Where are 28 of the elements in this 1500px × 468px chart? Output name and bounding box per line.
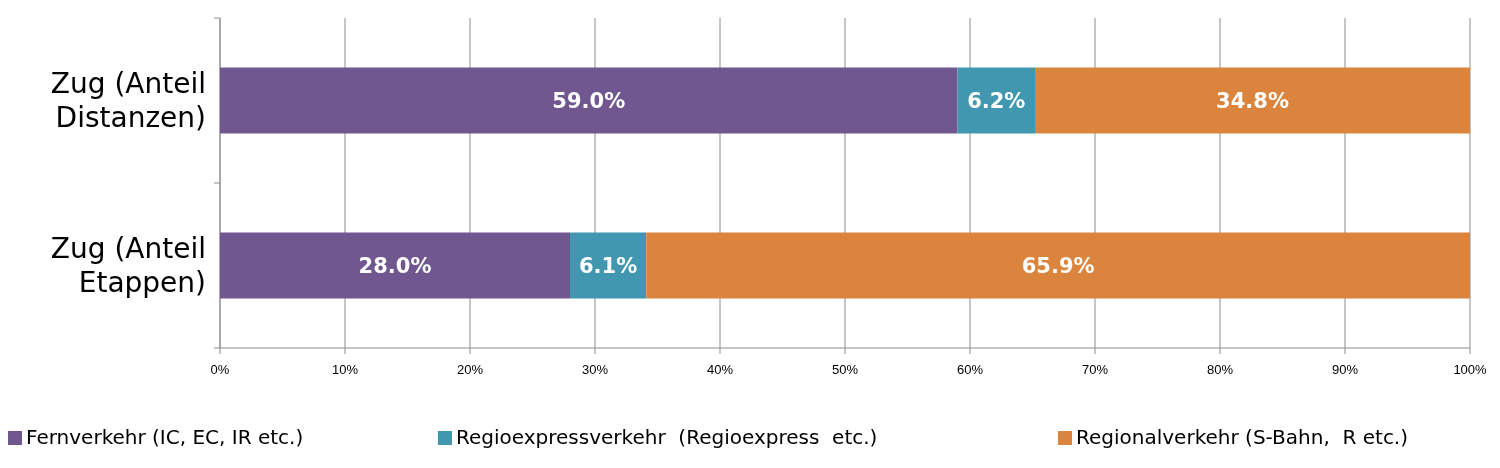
x-tick-label: 80%: [1206, 362, 1234, 377]
bar: [220, 232, 570, 299]
x-tick-label: 90%: [1331, 362, 1359, 377]
data-label: 59.0%: [552, 88, 626, 113]
bar: [1035, 67, 1470, 134]
x-tick-label: 50%: [831, 362, 859, 377]
x-tick-label: 10%: [331, 362, 359, 377]
data-label: 65.9%: [1021, 253, 1095, 278]
data-label: 34.8%: [1216, 88, 1289, 113]
data-label: 6.2%: [967, 88, 1026, 113]
bar: [957, 67, 1035, 134]
legend-label: Regionalverkehr (S-Bahn, R etc.): [1076, 425, 1409, 449]
x-tick-label: 0%: [210, 362, 230, 377]
y-tick-label: Zug (Anteil Distanzen): [50, 67, 206, 135]
y-tick-label: Zug (Anteil Etappen): [50, 232, 206, 300]
x-tick-label: 40%: [706, 362, 734, 377]
x-tick-label: 20%: [456, 362, 484, 377]
x-tick-label: 70%: [1081, 362, 1109, 377]
bar: [646, 232, 1470, 299]
legend-label: Fernverkehr (IC, EC, IR etc.): [26, 425, 304, 449]
x-tick-label: 30%: [581, 362, 609, 377]
bar: [570, 232, 647, 299]
legend-label: Regioexpressverkehr (Regioexpress etc.): [456, 425, 878, 449]
data-label: 28.0%: [358, 253, 432, 278]
x-tick-label: 100%: [1453, 362, 1488, 377]
data-label: 6.1%: [579, 253, 638, 278]
bar: [220, 67, 958, 134]
x-tick-label: 60%: [956, 362, 984, 377]
